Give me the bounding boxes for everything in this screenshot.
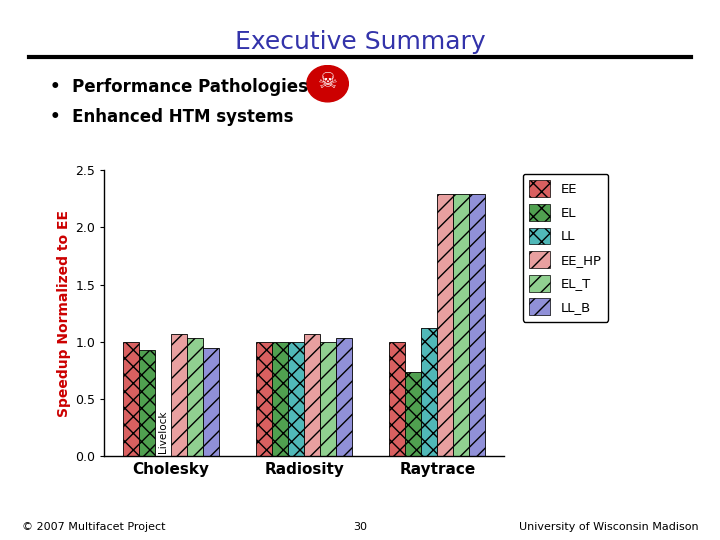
Bar [336, 339, 352, 456]
Text: •  Enhanced HTM systems: • Enhanced HTM systems [50, 108, 294, 126]
Text: 30: 30 [353, 522, 367, 532]
Bar [405, 372, 421, 456]
Bar [390, 342, 405, 456]
Bar [187, 339, 203, 456]
Bar [421, 328, 438, 456]
Bar [139, 350, 155, 456]
Bar [256, 342, 272, 456]
Bar [171, 334, 187, 456]
Text: Executive Summary: Executive Summary [235, 30, 485, 53]
Circle shape [307, 65, 348, 102]
Bar [123, 342, 139, 456]
Bar [203, 348, 219, 456]
Bar [320, 342, 336, 456]
Bar [288, 342, 305, 456]
Bar [305, 334, 320, 456]
Text: •  Performance Pathologies: • Performance Pathologies [50, 78, 308, 96]
Text: © 2007 Multifacet Project: © 2007 Multifacet Project [22, 522, 165, 532]
Bar [469, 194, 485, 456]
Text: University of Wisconsin Madison: University of Wisconsin Madison [519, 522, 698, 532]
Bar [272, 342, 288, 456]
Text: ☠: ☠ [318, 72, 338, 92]
Bar [454, 194, 469, 456]
Y-axis label: Speedup Normalized to EE: Speedup Normalized to EE [57, 210, 71, 417]
Bar [438, 194, 454, 456]
Legend: EE, EL, LL, EE_HP, EL_T, LL_B: EE, EL, LL, EE_HP, EL_T, LL_B [523, 174, 608, 322]
Text: Livelock: Livelock [158, 410, 168, 453]
